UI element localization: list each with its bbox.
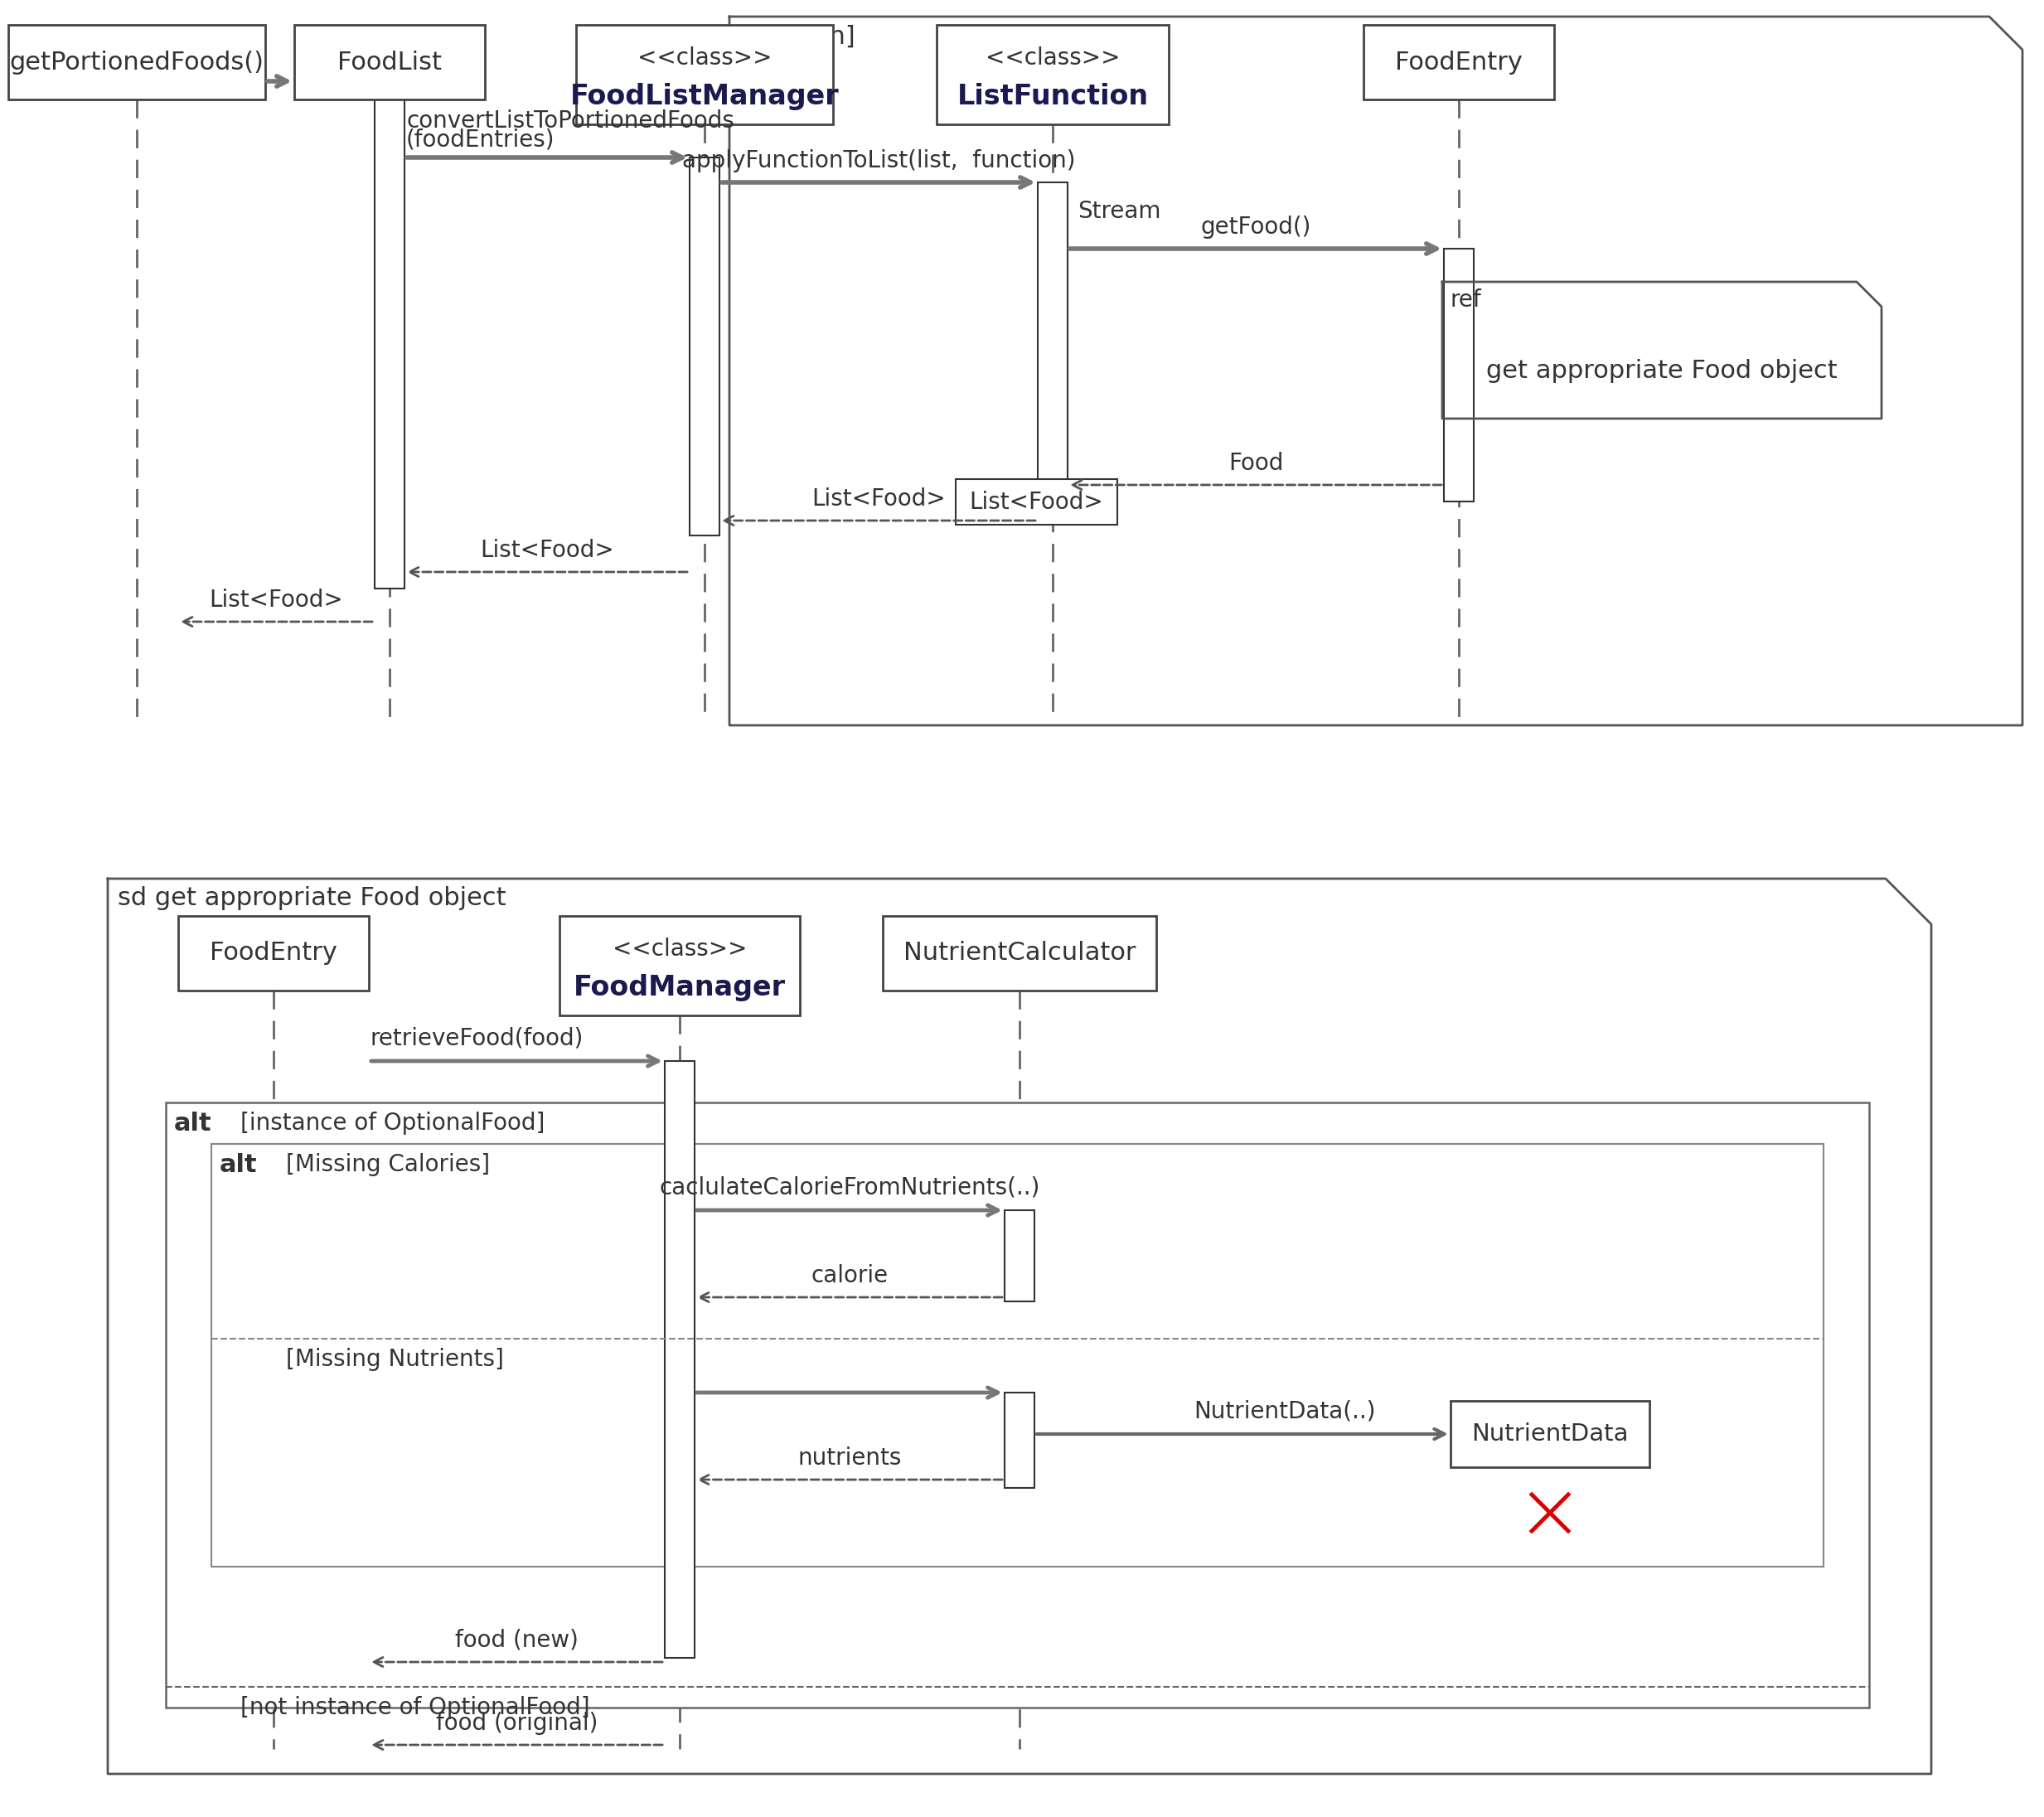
Text: [instance of OptionalFood]: [instance of OptionalFood] bbox=[241, 1112, 546, 1136]
Text: alt: alt bbox=[174, 1112, 213, 1136]
Bar bbox=[955, 480, 1116, 525]
Text: getFood(): getFood() bbox=[1200, 216, 1310, 238]
Text: getPortionedFoods(): getPortionedFoods() bbox=[10, 51, 264, 74]
Bar bbox=[664, 1061, 695, 1657]
Text: get appropriate Food object: get appropriate Food object bbox=[1486, 358, 1838, 383]
Bar bbox=[294, 25, 484, 100]
Text: convertListToPortionedFoods: convertListToPortionedFoods bbox=[407, 109, 734, 133]
Text: NutrientCalculator: NutrientCalculator bbox=[903, 941, 1136, 965]
Text: food (new): food (new) bbox=[456, 1628, 578, 1652]
Text: <<class>>: <<class>> bbox=[613, 938, 746, 961]
Text: [forEach]: [forEach] bbox=[740, 24, 854, 49]
Bar bbox=[1451, 1401, 1650, 1466]
Bar bbox=[576, 25, 834, 124]
Text: applyFunctionToList(list,  function): applyFunctionToList(list, function) bbox=[683, 149, 1075, 173]
Bar bbox=[936, 25, 1169, 124]
Bar bbox=[1004, 1210, 1034, 1301]
Text: FoodEntry: FoodEntry bbox=[1396, 51, 1523, 74]
Text: FoodListManager: FoodListManager bbox=[570, 84, 840, 111]
Text: [not instance of OptionalFood]: [not instance of OptionalFood] bbox=[241, 1695, 591, 1719]
Bar bbox=[1038, 182, 1067, 503]
Text: List<Food>: List<Food> bbox=[480, 540, 613, 561]
Text: Stream: Stream bbox=[1077, 200, 1161, 223]
Text: List<Food>: List<Food> bbox=[208, 589, 343, 612]
Text: Food: Food bbox=[1228, 452, 1284, 474]
Text: ListFunction: ListFunction bbox=[957, 84, 1149, 111]
Text: calorie: calorie bbox=[811, 1265, 889, 1286]
Bar bbox=[211, 1145, 1823, 1566]
Bar bbox=[689, 158, 719, 536]
Text: NutrientData: NutrientData bbox=[1472, 1423, 1629, 1446]
Text: sd get appropriate Food object: sd get appropriate Food object bbox=[119, 887, 507, 910]
Text: [Missing Calories]: [Missing Calories] bbox=[286, 1154, 491, 1176]
Text: FoodManager: FoodManager bbox=[574, 974, 785, 1001]
Text: nutrients: nutrients bbox=[797, 1446, 901, 1470]
Text: caclulateCalorieFromNutrients(..): caclulateCalorieFromNutrients(..) bbox=[660, 1176, 1040, 1199]
Bar bbox=[166, 1103, 1868, 1708]
Text: alt: alt bbox=[219, 1152, 258, 1177]
Text: <<class>>: <<class>> bbox=[985, 45, 1120, 69]
Text: FoodEntry: FoodEntry bbox=[211, 941, 337, 965]
Text: food (original): food (original) bbox=[435, 1712, 597, 1735]
Bar bbox=[1004, 1392, 1034, 1488]
Bar bbox=[374, 82, 405, 589]
Text: retrieveFood(food): retrieveFood(food) bbox=[370, 1027, 583, 1050]
Text: FoodList: FoodList bbox=[337, 51, 442, 74]
Text: <<class>>: <<class>> bbox=[638, 45, 773, 69]
Text: (foodEntries): (foodEntries) bbox=[407, 127, 554, 151]
Text: List<Food>: List<Food> bbox=[969, 491, 1104, 514]
Bar bbox=[560, 916, 799, 1016]
Text: NutrientData(..): NutrientData(..) bbox=[1194, 1399, 1376, 1423]
Text: ref: ref bbox=[1451, 289, 1482, 313]
Bar bbox=[178, 916, 368, 990]
Bar bbox=[1363, 25, 1553, 100]
Text: List<Food>: List<Food> bbox=[811, 487, 946, 511]
Bar bbox=[8, 25, 266, 100]
Bar bbox=[1443, 249, 1474, 501]
Text: [Missing Nutrients]: [Missing Nutrients] bbox=[286, 1348, 505, 1372]
Bar bbox=[883, 916, 1157, 990]
